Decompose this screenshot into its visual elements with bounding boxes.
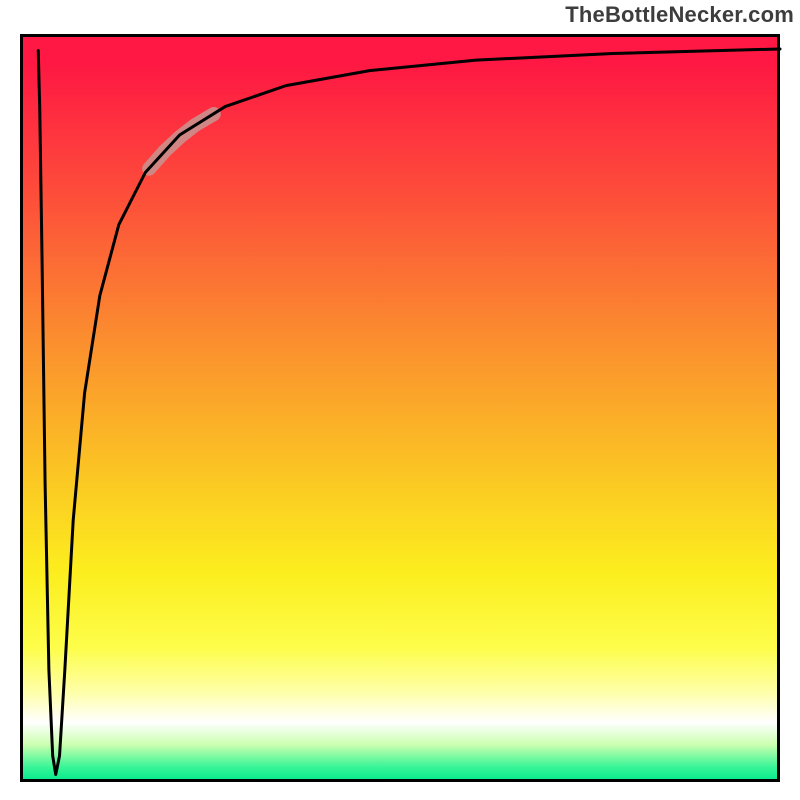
plot-background	[20, 34, 780, 782]
bottleneck-chart: TheBottleNecker.com	[0, 0, 800, 800]
chart-svg	[0, 0, 800, 800]
watermark-text: TheBottleNecker.com	[565, 2, 794, 28]
